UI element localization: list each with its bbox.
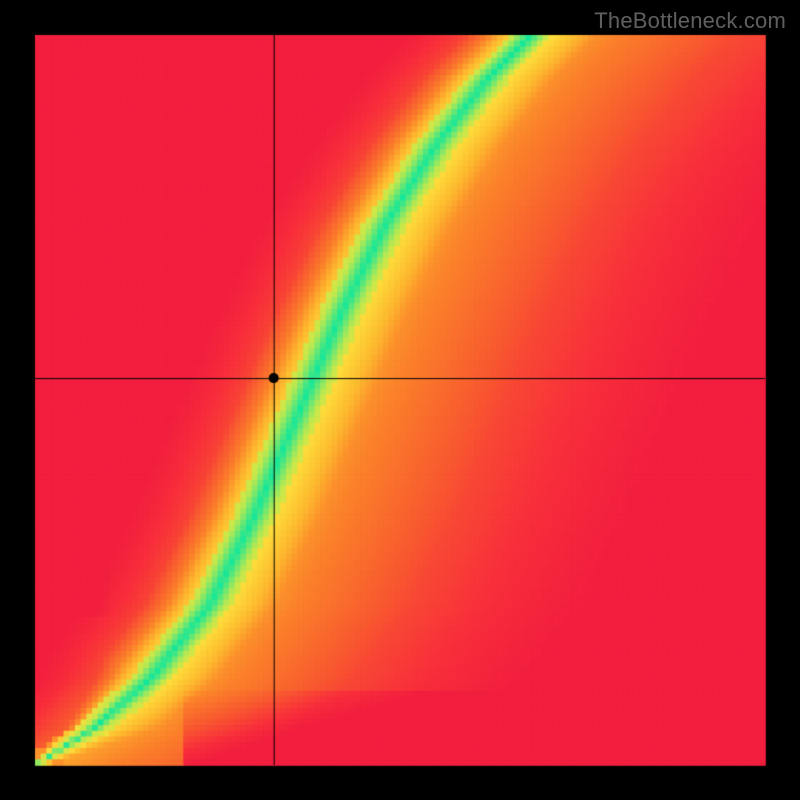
bottleneck-heatmap	[0, 0, 800, 800]
chart-container: TheBottleneck.com	[0, 0, 800, 800]
watermark-text: TheBottleneck.com	[594, 8, 786, 34]
